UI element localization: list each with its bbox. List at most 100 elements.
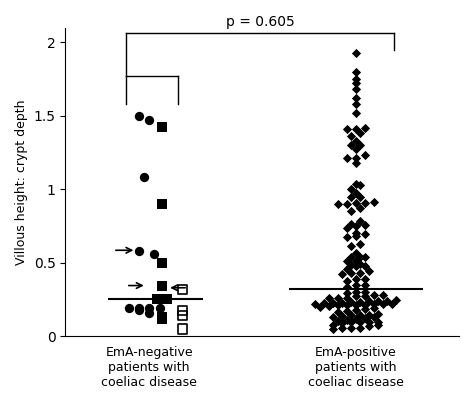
Point xyxy=(158,124,166,131)
Point xyxy=(361,306,369,312)
Point xyxy=(343,201,350,207)
Point xyxy=(356,299,364,305)
Point xyxy=(352,229,359,236)
Point xyxy=(379,292,387,298)
Point xyxy=(347,208,355,214)
Point xyxy=(370,305,378,312)
Point xyxy=(329,322,337,328)
Point xyxy=(343,308,350,314)
Point xyxy=(334,309,341,315)
Point xyxy=(352,307,359,313)
Point xyxy=(343,278,350,284)
Point xyxy=(311,300,319,307)
Point xyxy=(356,324,364,331)
Point xyxy=(361,200,369,206)
Point xyxy=(334,318,341,324)
Point xyxy=(135,307,143,313)
Point xyxy=(179,286,187,292)
Point xyxy=(347,299,355,305)
Point xyxy=(352,282,359,288)
Point xyxy=(343,126,350,133)
Point xyxy=(151,251,158,257)
Point xyxy=(374,311,382,318)
Point xyxy=(338,320,346,326)
Point xyxy=(352,263,359,269)
Point xyxy=(361,288,369,295)
Point xyxy=(135,112,143,119)
Point xyxy=(343,234,350,240)
Point xyxy=(352,288,359,295)
Point xyxy=(343,317,350,323)
Point xyxy=(343,225,350,231)
Point xyxy=(356,205,364,211)
Point xyxy=(352,250,359,256)
Point xyxy=(352,181,359,187)
Point xyxy=(361,125,369,132)
Point xyxy=(179,312,187,319)
Point xyxy=(365,298,373,304)
Point xyxy=(374,298,382,304)
Point xyxy=(365,318,373,325)
Point xyxy=(352,293,359,299)
Point xyxy=(179,326,187,332)
Point xyxy=(352,86,359,93)
Point xyxy=(356,130,364,137)
Point xyxy=(365,322,373,329)
Point xyxy=(361,276,369,282)
Point xyxy=(352,126,359,132)
Point xyxy=(158,283,166,290)
Point xyxy=(347,270,355,276)
Point xyxy=(158,314,166,320)
Point xyxy=(379,301,387,307)
Point xyxy=(361,222,369,228)
Point xyxy=(352,316,359,322)
Point xyxy=(361,254,369,261)
Point xyxy=(329,299,337,306)
Point xyxy=(361,315,369,322)
Point xyxy=(146,309,153,316)
Point xyxy=(352,160,359,166)
Point xyxy=(361,292,369,299)
Point xyxy=(352,138,359,144)
Point xyxy=(356,241,364,248)
Point xyxy=(347,242,355,249)
Point xyxy=(374,322,382,328)
Point xyxy=(365,268,373,275)
Point xyxy=(156,305,164,311)
Point xyxy=(370,301,378,307)
Point xyxy=(343,302,350,308)
Point xyxy=(352,68,359,75)
Point xyxy=(361,302,369,308)
Point xyxy=(356,194,364,200)
Point xyxy=(361,263,369,269)
Point xyxy=(352,257,359,264)
Point xyxy=(338,312,346,319)
Point xyxy=(316,304,323,311)
Point xyxy=(164,296,171,302)
Point xyxy=(158,201,166,207)
Point xyxy=(158,259,166,266)
Point xyxy=(370,292,378,299)
Point xyxy=(343,290,350,297)
Point xyxy=(343,266,350,272)
Point xyxy=(329,314,337,320)
Point xyxy=(352,95,359,101)
Point xyxy=(352,80,359,86)
Y-axis label: Villous height: crypt depth: Villous height: crypt depth xyxy=(15,99,28,265)
Point xyxy=(153,296,161,302)
Point xyxy=(347,312,355,318)
Point xyxy=(329,325,337,332)
Point xyxy=(325,295,332,302)
Point xyxy=(356,319,364,326)
Point xyxy=(338,299,346,306)
Point xyxy=(388,301,396,307)
Point xyxy=(352,155,359,161)
Point xyxy=(320,300,328,306)
Point xyxy=(343,257,350,264)
Point xyxy=(347,262,355,269)
Point xyxy=(361,281,369,288)
Point xyxy=(347,142,355,148)
Point xyxy=(356,141,364,148)
Point xyxy=(325,303,332,309)
Point xyxy=(365,311,373,318)
